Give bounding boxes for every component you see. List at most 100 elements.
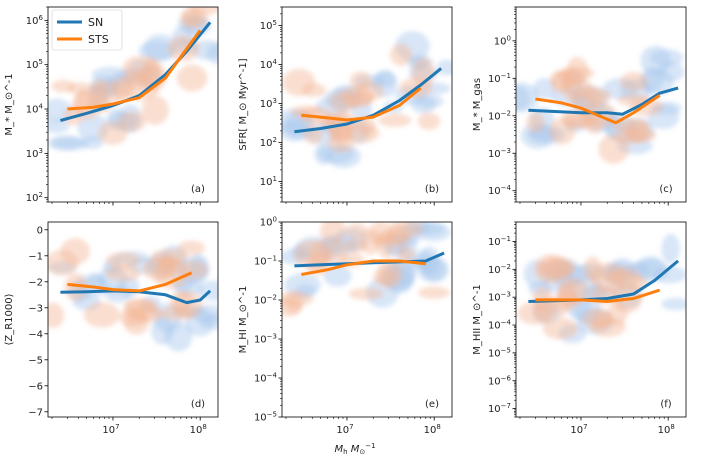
density-blob bbox=[284, 273, 321, 298]
y-tick-label: 10−2 bbox=[488, 109, 511, 122]
x-tick-label: 108 bbox=[424, 423, 441, 436]
y-tick-label: −3 bbox=[28, 303, 43, 314]
legend: SN STS bbox=[51, 9, 123, 51]
legend-sts-label: STS bbox=[88, 33, 109, 46]
y-axis-label: ⟨Z_R1000⟩ bbox=[4, 293, 15, 345]
panel-2: 101 102 103 104 105 (b) SFR[ M_⊙ Myr^-1] bbox=[238, 6, 453, 206]
panel-6: 10−7 10−6 10−5 10−4 10−3 10−2 10−1 107 108 (f) M_H… bbox=[472, 221, 687, 436]
series-line-sts bbox=[301, 259, 426, 276]
axes-frame bbox=[47, 6, 219, 203]
density-blob bbox=[416, 94, 444, 109]
density-blob bbox=[180, 7, 202, 29]
series-line-sts bbox=[67, 271, 193, 293]
y-tick-label: −6 bbox=[28, 381, 43, 392]
axes-frame bbox=[281, 221, 453, 418]
y-tick-label: 10−5 bbox=[254, 411, 277, 424]
density-blob bbox=[396, 246, 415, 262]
density-blob bbox=[542, 317, 578, 340]
panel-label: (e) bbox=[425, 399, 439, 410]
panel-label: (a) bbox=[191, 184, 205, 195]
y-tick-label: −2 bbox=[28, 277, 43, 288]
density-blob bbox=[309, 240, 332, 270]
y-axis-label: M_HII M_⊙^-1 bbox=[472, 284, 483, 355]
density-blob bbox=[421, 257, 450, 283]
y-axis-label: SFR[ M_⊙ Myr^-1] bbox=[238, 58, 249, 150]
y-axis-label: M_HI M_⊙^-1 bbox=[238, 286, 249, 354]
y-axis-label: M_* M_gas bbox=[472, 78, 483, 131]
density-blob bbox=[83, 302, 120, 328]
density-blob bbox=[87, 272, 106, 290]
y-tick-label: −4 bbox=[28, 329, 43, 340]
panel-label: (d) bbox=[191, 399, 205, 410]
y-tick-label: 10−4 bbox=[488, 319, 512, 332]
series-line-sts bbox=[301, 86, 422, 122]
density-blob bbox=[418, 286, 450, 299]
density-cloud bbox=[48, 7, 218, 151]
density-blob bbox=[377, 258, 403, 288]
density-blob bbox=[355, 116, 376, 137]
density-blob bbox=[151, 248, 188, 266]
density-cloud bbox=[48, 237, 218, 352]
y-tick-label: 10−3 bbox=[488, 147, 511, 160]
density-blob bbox=[349, 71, 372, 89]
density-blob bbox=[557, 277, 589, 305]
y-tick-label: 10−2 bbox=[254, 294, 277, 307]
x-tick-label: 108 bbox=[658, 423, 675, 436]
density-blob bbox=[48, 302, 65, 329]
density-blob bbox=[549, 117, 576, 145]
density-cloud bbox=[516, 45, 685, 164]
y-tick-label: 105 bbox=[260, 19, 277, 32]
density-blob bbox=[636, 256, 666, 279]
panel-5: 10−5 10−4 10−3 10−2 10−1 100 107 108 (e) M_HI M_⊙… bbox=[238, 216, 453, 436]
y-tick-label: −7 bbox=[28, 407, 43, 418]
density-blob bbox=[282, 68, 316, 97]
density-blob bbox=[374, 69, 396, 88]
y-tick-label: 100 bbox=[260, 216, 277, 229]
y-axis-label: M_* M_⊙^-1 bbox=[4, 73, 15, 135]
density-blob bbox=[319, 222, 347, 245]
series-line-sts bbox=[535, 288, 661, 303]
panel-1: 102 103 104 105 106 (a) M_* M_⊙^-1 bbox=[4, 6, 219, 206]
y-tick-label: 10−6 bbox=[488, 374, 512, 387]
density-blob bbox=[176, 64, 208, 92]
density-blob bbox=[48, 135, 83, 151]
x-tick-label: 107 bbox=[570, 423, 587, 436]
density-blob bbox=[151, 316, 174, 345]
density-blob bbox=[360, 228, 381, 255]
density-cloud bbox=[282, 31, 452, 168]
density-blob bbox=[599, 270, 634, 284]
y-tick-label: 102 bbox=[26, 191, 43, 204]
density-blob bbox=[376, 230, 395, 258]
density-blob bbox=[649, 49, 684, 67]
y-tick-label: 10−3 bbox=[254, 333, 277, 346]
density-blob bbox=[64, 273, 88, 302]
y-tick-label: 101 bbox=[260, 175, 277, 188]
density-blob bbox=[389, 43, 413, 66]
density-blob bbox=[106, 252, 141, 269]
axes-frame bbox=[515, 221, 687, 418]
y-tick-label: 102 bbox=[260, 136, 277, 149]
panel-label: (c) bbox=[659, 184, 672, 195]
density-blob bbox=[592, 311, 612, 329]
y-tick-label: 100 bbox=[494, 34, 511, 47]
y-tick-label: −1 bbox=[28, 251, 43, 262]
x-tick-label: 107 bbox=[102, 423, 119, 436]
panel-4: 0 −1 −2 −3 −4 −5 −6 −7 107 108 (d) ⟨Z_R1000⟩ bbox=[4, 221, 219, 436]
series-line-sts bbox=[67, 29, 202, 111]
density-blob bbox=[105, 265, 142, 282]
y-tick-label: 10−7 bbox=[488, 402, 511, 415]
density-blob bbox=[141, 95, 169, 125]
panel-3: 10−4 10−3 10−2 10−1 100 (c) M_* M_gas bbox=[472, 6, 687, 206]
y-tick-label: 103 bbox=[260, 97, 277, 110]
density-blob bbox=[198, 313, 218, 330]
axes-frame bbox=[47, 221, 219, 418]
y-tick-label: 10−2 bbox=[488, 263, 511, 276]
series-line-sn bbox=[528, 86, 679, 116]
legend-box bbox=[51, 9, 123, 51]
density-blob bbox=[123, 298, 158, 314]
density-blob bbox=[48, 119, 70, 134]
axes-frame bbox=[281, 6, 453, 203]
y-tick-label: 103 bbox=[26, 147, 43, 160]
density-blob bbox=[60, 237, 91, 265]
